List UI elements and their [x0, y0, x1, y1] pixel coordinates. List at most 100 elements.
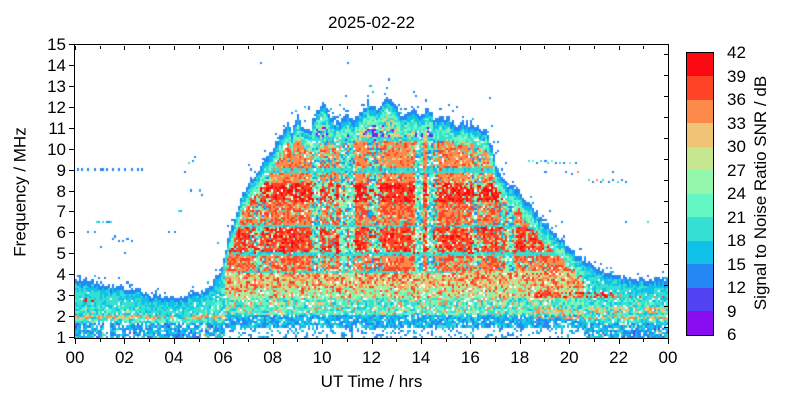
x-tick-label: 00 — [658, 348, 678, 367]
x-major-tick — [124, 339, 126, 344]
y-right-tick — [664, 117, 668, 119]
y-major-tick — [69, 148, 74, 150]
y-major-tick — [69, 85, 74, 87]
colorbar-tick-label: 12 — [727, 278, 746, 297]
x-major-tick-top — [272, 46, 274, 50]
y-right-tick — [664, 96, 668, 98]
x-tick-label: 22 — [609, 348, 629, 367]
x-major-tick — [420, 339, 422, 344]
y-tick-label: 5 — [56, 244, 66, 264]
y-tick-label: 1 — [56, 328, 66, 347]
colorbar-tick-label: 39 — [727, 66, 746, 86]
x-minor-tick-top — [149, 46, 151, 49]
colorbar-tick-label: 21 — [727, 207, 746, 227]
colorbar-band — [687, 170, 713, 194]
y-right-tick — [664, 305, 668, 307]
x-major-tick — [75, 339, 76, 344]
y-right-tick — [664, 284, 668, 286]
colorbar-band — [687, 76, 713, 100]
y-right-tick — [664, 221, 668, 223]
x-minor-tick — [198, 339, 200, 342]
colorbar-tick-label: 6 — [727, 325, 737, 344]
x-major-tick-top — [569, 46, 571, 50]
y-major-tick — [69, 127, 74, 129]
y-right-tick — [664, 200, 668, 202]
x-tick-label: 02 — [114, 348, 134, 367]
colorbar-tick-label: 9 — [727, 301, 737, 321]
y-right-tick — [664, 159, 668, 161]
x-minor-tick-top — [396, 46, 398, 49]
y-tick-label: 7 — [56, 202, 66, 222]
x-major-tick — [668, 339, 669, 344]
x-major-tick-top — [322, 46, 324, 50]
y-major-tick — [69, 64, 74, 66]
y-tick-label: 2 — [56, 307, 66, 327]
colorbar-tick-label: 33 — [727, 113, 746, 133]
colorbar-tick-label: 24 — [727, 184, 746, 203]
y-major-tick — [69, 274, 74, 276]
x-minor-tick-top — [593, 46, 595, 49]
y-tick-label: 4 — [56, 265, 66, 285]
x-tick-label: 14 — [411, 348, 431, 367]
x-tick-label: 12 — [362, 348, 381, 367]
colorbar-tick-label: 15 — [727, 254, 746, 274]
x-minor-tick-top — [247, 46, 249, 49]
x-minor-tick — [99, 339, 101, 342]
y-right-tick — [664, 54, 668, 56]
x-major-tick — [272, 339, 274, 344]
x-tick-label: 04 — [164, 348, 184, 367]
y-major-tick — [69, 44, 74, 45]
x-tick-label: 20 — [559, 348, 579, 367]
y-right-tick — [664, 180, 668, 182]
x-minor-tick — [495, 339, 497, 342]
y-major-tick — [69, 169, 74, 171]
x-minor-tick — [593, 339, 595, 342]
x-major-tick — [173, 339, 175, 344]
x-minor-tick — [445, 339, 447, 342]
x-major-tick — [322, 339, 324, 344]
y-right-tick — [664, 326, 668, 328]
y-tick-label: 9 — [56, 160, 66, 180]
colorbar-tick-label: 36 — [727, 90, 746, 109]
y-tick-label: 15 — [47, 35, 66, 54]
y-major-tick — [69, 316, 74, 318]
x-major-tick — [470, 339, 472, 344]
x-tick-label: 10 — [312, 348, 332, 367]
colorbar-tick-label: 27 — [727, 160, 746, 180]
colorbar-band — [687, 147, 713, 170]
y-major-tick — [69, 190, 74, 192]
y-right-tick — [664, 263, 668, 265]
colorbar-band — [687, 100, 713, 123]
x-minor-tick — [297, 339, 299, 342]
colorbar-band — [687, 241, 713, 264]
y-right-tick — [664, 242, 668, 244]
y-tick-label: 13 — [47, 76, 66, 96]
colorbar-band — [687, 53, 713, 76]
colorbar-band — [687, 217, 713, 241]
colorbar-tick-label: 18 — [727, 231, 746, 250]
x-minor-tick — [346, 339, 348, 342]
y-major-tick — [69, 106, 74, 108]
colorbar-band — [687, 123, 713, 147]
y-major-tick — [69, 253, 74, 255]
x-tick-label: 18 — [510, 348, 530, 367]
x-major-tick — [223, 339, 225, 344]
x-minor-tick-top — [99, 46, 101, 49]
x-tick-label: 16 — [460, 348, 480, 367]
y-right-tick — [664, 75, 668, 77]
x-minor-tick — [149, 339, 151, 342]
x-major-tick — [371, 339, 373, 344]
x-major-tick-top — [618, 46, 620, 50]
x-major-tick — [519, 339, 521, 344]
x-minor-tick — [396, 339, 398, 342]
x-major-tick-top — [371, 46, 373, 50]
x-minor-tick — [247, 339, 249, 342]
x-major-tick-top — [470, 46, 472, 50]
x-minor-tick-top — [544, 46, 546, 49]
colorbar — [686, 52, 714, 336]
x-major-tick-top — [124, 46, 126, 50]
x-minor-tick-top — [346, 46, 348, 49]
x-minor-tick — [643, 339, 645, 342]
x-major-tick — [618, 339, 620, 344]
y-tick-label: 11 — [48, 118, 66, 138]
